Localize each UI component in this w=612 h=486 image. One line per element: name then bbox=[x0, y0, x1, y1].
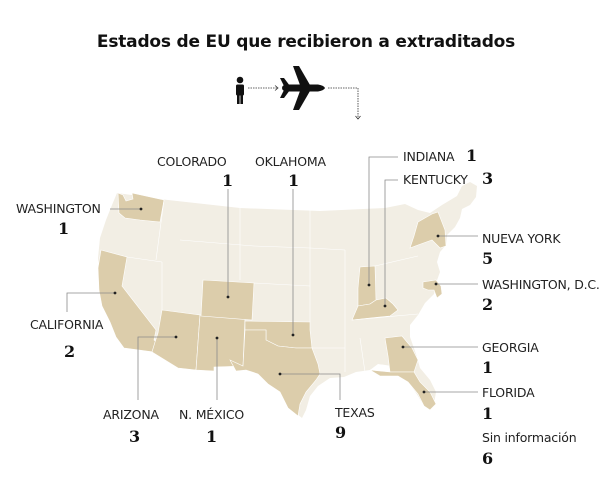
count-georgia: 1 bbox=[482, 358, 494, 377]
person-icon bbox=[236, 76, 244, 104]
label-california: CALIFORNIA bbox=[30, 317, 104, 332]
state-colorado bbox=[200, 279, 255, 321]
count-kentucky: 3 bbox=[482, 169, 494, 188]
label-florida: FLORIDA bbox=[482, 385, 535, 400]
count-new-york: 5 bbox=[482, 249, 494, 268]
leader-kentucky bbox=[384, 179, 398, 306]
label-indiana: INDIANA bbox=[403, 149, 455, 164]
leader-arizona bbox=[137, 336, 176, 400]
label-kentucky: KENTUCKY bbox=[403, 172, 468, 187]
leader-indiana bbox=[368, 156, 398, 285]
label-oklahoma: OKLAHOMA bbox=[255, 154, 326, 169]
label-new-york: NUEVA YORK bbox=[482, 231, 561, 246]
state-texas bbox=[229, 329, 321, 417]
label-colorado: COLORADO bbox=[157, 154, 227, 169]
leader-texas bbox=[280, 373, 341, 400]
label-arizona: ARIZONA bbox=[103, 407, 159, 422]
label-no-info: Sin información bbox=[482, 430, 577, 445]
count-oklahoma: 1 bbox=[288, 171, 300, 190]
leader-lines bbox=[66, 156, 478, 400]
label-dc: WASHINGTON, D.C. bbox=[482, 277, 600, 292]
label-georgia: GEORGIA bbox=[482, 340, 539, 355]
leader-california bbox=[66, 292, 115, 312]
count-dc: 2 bbox=[482, 295, 494, 314]
airplane-icon bbox=[280, 66, 325, 110]
state-florida bbox=[369, 369, 437, 411]
state-georgia bbox=[384, 335, 419, 373]
count-florida: 1 bbox=[482, 404, 494, 423]
count-no-info: 6 bbox=[482, 449, 494, 468]
label-texas: TEXAS bbox=[335, 405, 375, 420]
state-new-mexico bbox=[195, 314, 246, 372]
state-new-york bbox=[409, 211, 447, 249]
legend-icons bbox=[236, 66, 361, 120]
state-borders bbox=[126, 199, 419, 373]
map-title: Estados de EU que recibieron a extradita… bbox=[96, 32, 516, 52]
label-washington: WASHINGTON bbox=[16, 201, 101, 216]
state-markers bbox=[113, 207, 440, 394]
count-texas: 9 bbox=[335, 423, 347, 442]
arrow-right-icon bbox=[248, 85, 279, 91]
label-new-mexico: N. MÉXICO bbox=[179, 407, 244, 422]
count-washington: 1 bbox=[58, 219, 70, 238]
count-arizona: 3 bbox=[129, 427, 141, 446]
count-california: 2 bbox=[64, 342, 76, 361]
count-colorado: 1 bbox=[222, 171, 234, 190]
count-indiana: 1 bbox=[466, 146, 478, 165]
state-indiana bbox=[357, 265, 377, 307]
arrow-down-icon bbox=[328, 87, 361, 120]
count-new-mexico: 1 bbox=[206, 427, 218, 446]
